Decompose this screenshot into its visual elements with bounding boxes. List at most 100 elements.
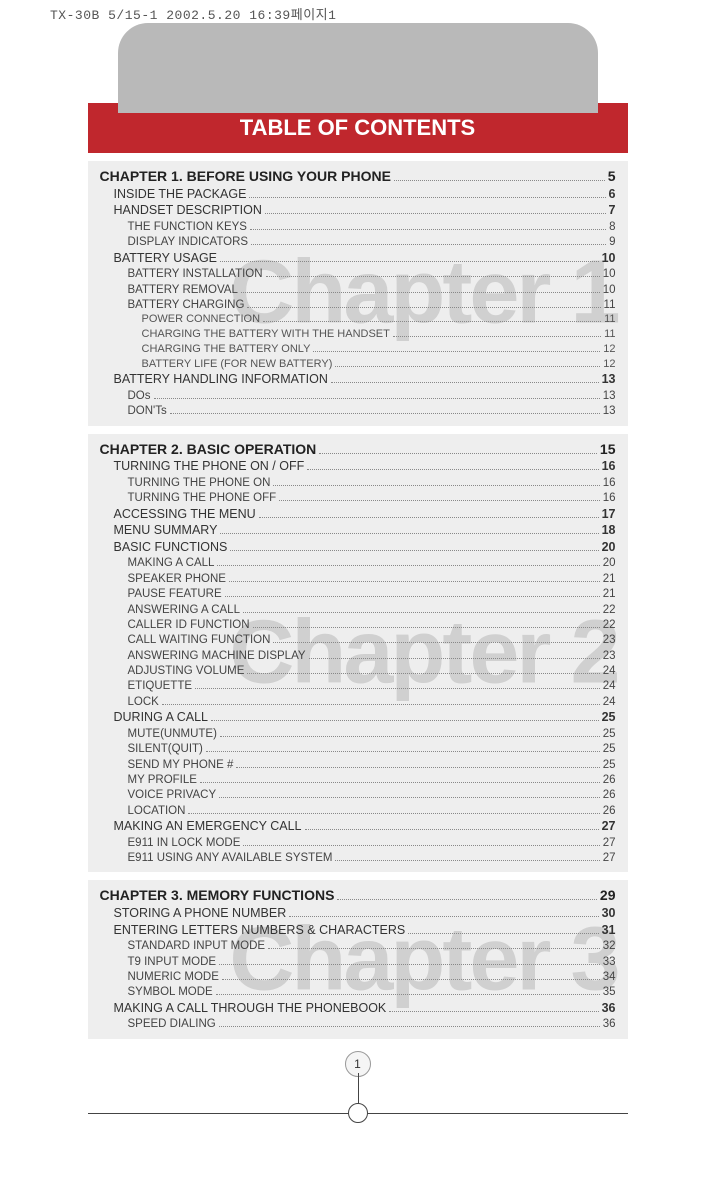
toc-leader-dots [337,899,597,900]
toc-entry-label: DURING A CALL [114,710,208,726]
toc-entry: DOs 13 [100,389,616,403]
toc-entry-label: DON'Ts [128,404,167,418]
toc-leader-dots [247,673,599,674]
toc-entry-page: 9 [609,235,615,249]
toc-entry: SPEED DIALING36 [100,1017,616,1031]
toc-leader-dots [408,933,598,934]
toc-entry: MAKING A CALL THROUGH THE PHONEBOOK36 [100,1001,616,1017]
toc-leader-dots [216,994,600,995]
toc-entry-label: ADJUSTING VOLUME [128,664,245,678]
toc-leader-dots [389,1011,598,1012]
toc-leader-dots [222,979,600,980]
toc-entry: MY PROFILE26 [100,773,616,787]
toc-entry: BATTERY REMOVAL10 [100,283,616,297]
toc-entry-page: 24 [603,695,616,709]
toc-entry-page: 26 [603,804,616,818]
toc-entry-page: 13 [603,389,616,403]
toc-entry: LOCK24 [100,695,616,709]
toc-entry-label: TURNING THE PHONE OFF [128,491,277,505]
toc-entry: CHAPTER 3. MEMORY FUNCTIONS29 [100,887,616,905]
toc-leader-dots [236,767,599,768]
toc-entry-page: 7 [609,203,616,219]
toc-entry-page: 29 [600,887,616,905]
toc-leader-dots [195,688,600,689]
toc-entry-page: 16 [603,491,616,505]
toc-entry: NUMERIC MODE34 [100,970,616,984]
toc-leader-dots [265,213,606,214]
toc-entry: VOICE PRIVACY26 [100,788,616,802]
chapter-block: Chapter 1CHAPTER 1. BEFORE USING YOUR PH… [88,161,628,426]
toc-entry-label: TURNING THE PHONE ON [128,476,271,490]
toc-leader-dots [331,382,599,383]
toc-entry: DISPLAY INDICATORS 9 [100,235,616,249]
toc-leader-dots [393,336,601,337]
toc-entry: MENU SUMMARY18 [100,523,616,539]
toc-entry-label: SILENT(QUIT) [128,742,203,756]
toc-entry-page: 10 [603,267,616,281]
toc-entry: SYMBOL MODE35 [100,985,616,999]
toc-entry: MAKING A CALL20 [100,556,616,570]
toc-entry-label: VOICE PRIVACY [128,788,217,802]
crop-marks [88,1083,628,1143]
toc-entry-page: 25 [602,710,616,726]
toc-entry-label: DISPLAY INDICATORS [128,235,249,249]
toc-entry-page: 21 [603,572,616,586]
toc-entry-label: MUTE(UNMUTE) [128,727,217,741]
toc-leader-dots [211,720,599,721]
toc-leader-dots [273,485,599,486]
toc-entry-page: 32 [603,939,616,953]
toc-entry-label: ANSWERING MACHINE DISPLAY [128,649,306,663]
toc-entry-label: PAUSE FEATURE [128,587,222,601]
toc-entry-label: T9 INPUT MODE [128,955,217,969]
toc-entry-page: 16 [602,459,616,475]
toc-entry: BATTERY LIFE (FOR NEW BATTERY)12 [100,358,616,372]
toc-entry: ADJUSTING VOLUME24 [100,664,616,678]
toc-leader-dots [335,366,600,367]
toc-entry-label: MAKING A CALL THROUGH THE PHONEBOOK [114,1001,387,1017]
toc-entry: ANSWERING MACHINE DISPLAY23 [100,649,616,663]
toc-entry-page: 11 [604,298,616,312]
rounded-tab-header [118,23,598,113]
toc-entry-label: TURNING THE PHONE ON / OFF [114,459,305,475]
toc-entry-label: CHAPTER 1. BEFORE USING YOUR PHONE [100,168,391,186]
toc-entry-label: SPEED DIALING [128,1017,216,1031]
toc-entry: HANDSET DESCRIPTION7 [100,203,616,219]
toc-entry-label: E911 USING ANY AVAILABLE SYSTEM [128,851,333,865]
toc-entry: CHARGING THE BATTERY ONLY12 [100,343,616,357]
toc-entry: TURNING THE PHONE OFF 16 [100,491,616,505]
toc-entry: PAUSE FEATURE21 [100,587,616,601]
toc-entry-label: CHAPTER 2. BASIC OPERATION [100,441,317,459]
toc-entry-page: 13 [602,372,616,388]
toc-entry-page: 5 [608,168,616,186]
toc-leader-dots [243,845,599,846]
toc-leader-dots [154,398,600,399]
toc-entry-label: SYMBOL MODE [128,985,213,999]
toc-entry: STANDARD INPUT MODE32 [100,939,616,953]
toc-entry-label: MY PROFILE [128,773,197,787]
toc-entry: BATTERY HANDLING INFORMATION 13 [100,372,616,388]
toc-entry: BATTERY CHARGING11 [100,298,616,312]
toc-entry: STORING A PHONE NUMBER30 [100,906,616,922]
toc-entry: DON'Ts13 [100,404,616,418]
toc-leader-dots [249,197,605,198]
toc-entry-label: CHARGING THE BATTERY WITH THE HANDSET [142,328,390,342]
toc-entry-page: 25 [603,742,616,756]
toc-entry-page: 17 [602,507,616,523]
toc-entry: INSIDE THE PACKAGE6 [100,187,616,203]
toc-leader-dots [319,453,597,454]
toc-entry-label: STORING A PHONE NUMBER [114,906,287,922]
toc-leader-dots [313,351,600,352]
toc-entry: TURNING THE PHONE ON16 [100,476,616,490]
toc-entry: SILENT(QUIT) 25 [100,742,616,756]
toc-entry-label: SPEAKER PHONE [128,572,226,586]
toc-entry-label: CALLER ID FUNCTION [128,618,250,632]
toc-entry-label: BATTERY HANDLING INFORMATION [114,372,328,388]
toc-entry-page: 22 [603,618,616,632]
toc-entry-page: 8 [609,220,615,234]
toc-entry-page: 25 [603,727,616,741]
toc-entry-label: DOs [128,389,151,403]
toc-leader-dots [250,229,606,230]
toc-entry-page: 11 [604,328,615,342]
toc-leader-dots [241,292,600,293]
toc-entry-page: 31 [602,923,616,939]
